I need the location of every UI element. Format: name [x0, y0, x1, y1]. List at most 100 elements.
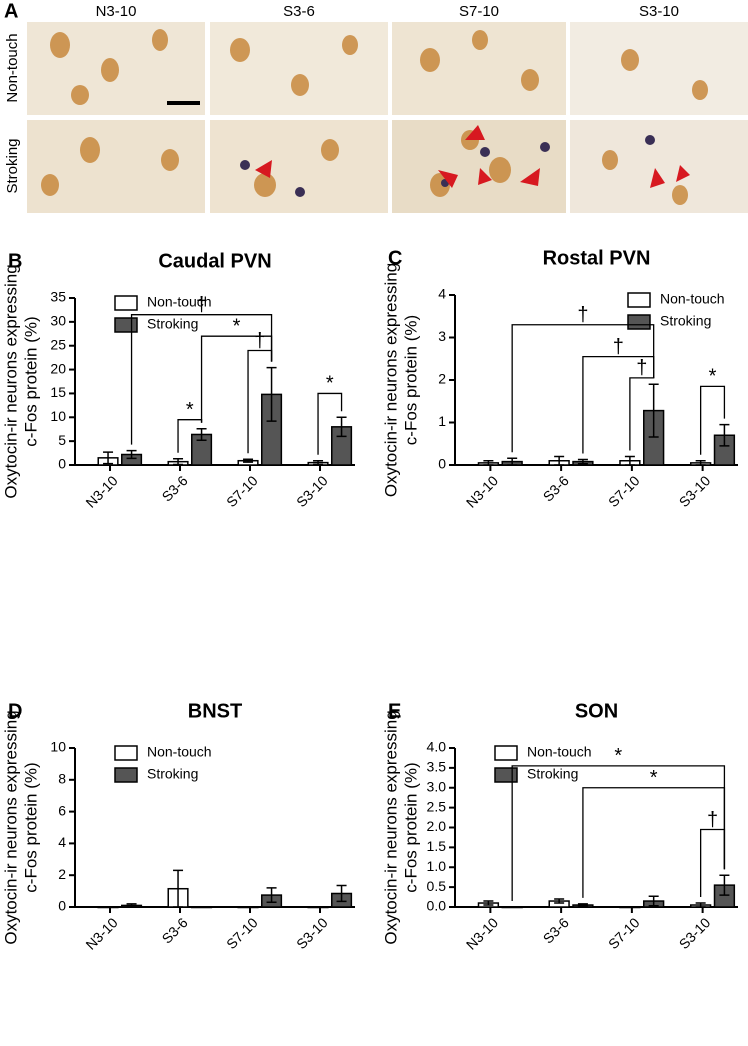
significance-mark: * — [709, 366, 717, 388]
legend-swatch — [627, 314, 651, 330]
significance-mark: * — [326, 373, 334, 395]
column-label: N3-10 — [96, 3, 137, 20]
significance-mark: * — [614, 745, 622, 767]
x-tick-label: S3-6 — [159, 472, 191, 504]
error-bar — [577, 458, 588, 465]
x-tick-label: S7-10 — [223, 472, 261, 510]
significance-bracket — [582, 787, 726, 898]
row-label: Non-touch — [4, 33, 21, 102]
image — [570, 22, 748, 115]
x-tick-label: S3-10 — [293, 472, 331, 510]
chart-title: Rostal PVN — [543, 247, 651, 269]
error-bar — [336, 416, 347, 438]
legend-swatch — [114, 295, 138, 311]
error-bar — [695, 460, 706, 466]
y-tick-label: 0.5 — [427, 878, 447, 894]
micrographs — [27, 22, 748, 213]
x-tick-label: S7-10 — [223, 914, 261, 952]
legend-label: Non-touch — [660, 291, 725, 307]
y-tick-label: 3.0 — [427, 778, 447, 794]
significance-bracket — [511, 324, 655, 453]
y-tick-label: 2 — [438, 371, 446, 387]
error-bar — [126, 903, 137, 908]
column-label: S3-10 — [639, 3, 679, 20]
image — [210, 120, 388, 213]
y-tick-label: 0.0 — [427, 898, 447, 914]
chart-title: Caudal PVN — [158, 250, 271, 272]
y-tick-label: 10 — [50, 739, 66, 755]
error-bar — [554, 455, 565, 466]
y-tick-label: 8 — [58, 771, 66, 787]
error-bar — [336, 884, 347, 903]
x-tick-label: S7-10 — [605, 472, 643, 510]
y-tick-label: 2.5 — [427, 798, 447, 814]
x-tick-label: N3-10 — [82, 914, 120, 952]
error-bar — [648, 895, 659, 907]
x-tick-label: S3-6 — [540, 472, 572, 504]
panel-letter: B — [8, 250, 22, 272]
panel-letter: D — [8, 700, 22, 722]
x-tick-label: N3-10 — [463, 914, 501, 952]
significance-mark: † — [577, 304, 588, 326]
error-bar — [196, 427, 207, 441]
error-bar — [266, 887, 277, 903]
x-tick-label: S3-10 — [676, 472, 714, 510]
y-tick-label: 10 — [50, 408, 66, 424]
legend-swatch — [627, 292, 651, 308]
error-bar — [507, 457, 518, 466]
y-axis-label: c-Fos protein (%) — [21, 316, 40, 446]
x-tick-label: N3-10 — [82, 472, 120, 510]
error-bar — [719, 874, 730, 896]
x-tick-label: S3-6 — [159, 914, 191, 946]
row-label: Stroking — [4, 138, 21, 193]
significance-mark: † — [707, 809, 718, 831]
legend-swatch — [494, 745, 518, 761]
y-tick-label: 3.5 — [427, 759, 447, 775]
y-tick-label: 1 — [438, 413, 446, 429]
y-tick-label: 20 — [50, 360, 66, 376]
image — [210, 22, 388, 115]
arrowheads — [255, 125, 690, 188]
x-tick-label: S7-10 — [605, 914, 643, 952]
legend-label: Stroking — [147, 766, 198, 782]
legend-label: Stroking — [527, 766, 578, 782]
x-tick-label: S3-10 — [293, 914, 331, 952]
x-tick-label: N3-10 — [463, 472, 501, 510]
legend-label: Non-touch — [527, 744, 592, 760]
nuclei — [240, 135, 655, 197]
significance-bracket — [511, 765, 726, 901]
y-tick-label: 2 — [58, 866, 66, 882]
legend-swatch — [114, 745, 138, 761]
y-axis-label: c-Fos protein (%) — [401, 315, 420, 445]
significance-mark: † — [254, 330, 265, 352]
y-tick-label: 25 — [50, 336, 66, 352]
significance-bracket — [130, 314, 273, 445]
column-label: S7-10 — [459, 3, 499, 20]
significance-mark: † — [613, 336, 624, 358]
y-tick-label: 2.0 — [427, 818, 447, 834]
error-bar — [243, 458, 254, 463]
legend-label: Stroking — [147, 316, 198, 332]
error-bar — [577, 903, 588, 907]
legend-swatch — [114, 767, 138, 783]
error-bar — [695, 902, 706, 908]
error-bar — [648, 383, 659, 438]
error-bar — [126, 449, 137, 460]
error-bar — [313, 459, 324, 466]
y-tick-label: 6 — [58, 802, 66, 818]
panel-letter: A — [4, 0, 18, 22]
y-tick-label: 3 — [438, 328, 446, 344]
y-tick-label: 5 — [58, 432, 66, 448]
y-tick-label: 1.0 — [427, 858, 447, 874]
y-tick-label: 30 — [50, 313, 66, 329]
error-bar — [103, 451, 114, 465]
error-bar — [266, 366, 277, 422]
legend-swatch — [494, 767, 518, 783]
y-tick-label: 0 — [438, 456, 446, 472]
y-axis-label: Oxytocin-ir neurons expressing — [381, 263, 400, 497]
y-tick-label: 0 — [58, 456, 66, 472]
significance-bracket — [317, 392, 343, 455]
image — [570, 120, 748, 213]
image — [27, 120, 205, 213]
